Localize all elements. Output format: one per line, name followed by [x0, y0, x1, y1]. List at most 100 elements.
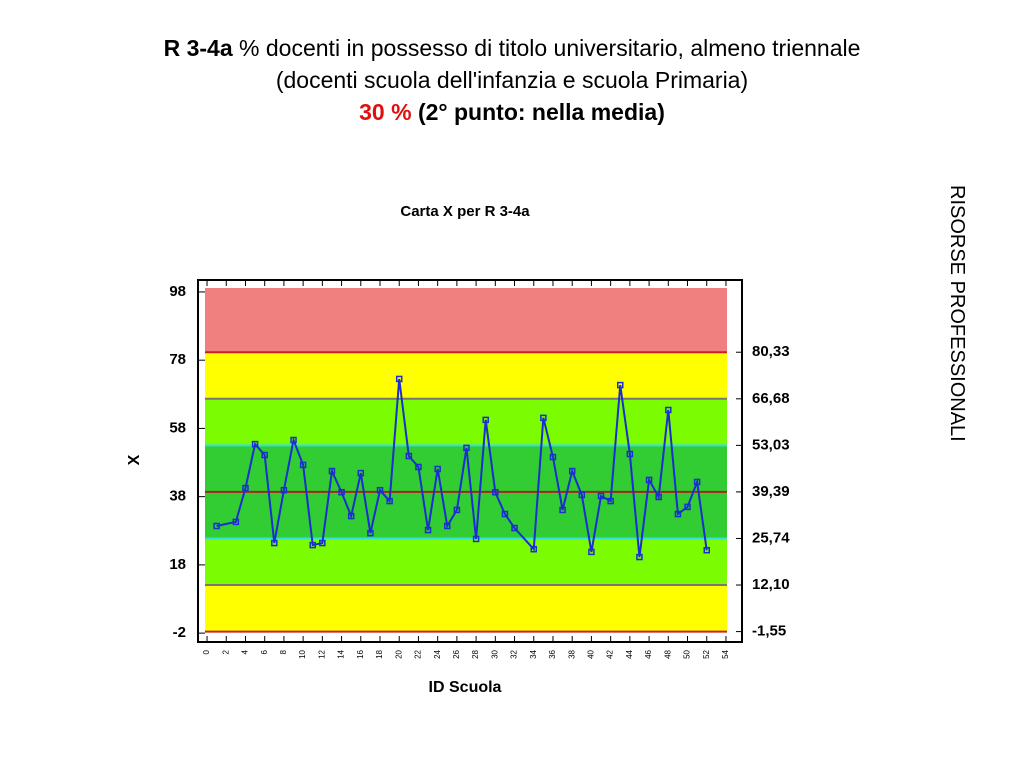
- x-tick-label: 20: [394, 649, 403, 658]
- data-point: [309, 541, 316, 549]
- data-point: [540, 414, 547, 422]
- x-tick-label: 28: [471, 649, 480, 658]
- score-line: 30 % (2° punto: nella media): [0, 96, 1024, 128]
- x-tick-label: 8: [279, 649, 288, 654]
- y-tick-label: 38: [169, 488, 186, 505]
- side-label: RISORSE PROFESSIONALI: [946, 185, 968, 442]
- x-tick-label: 22: [414, 649, 423, 658]
- subtitle: (docenti scuola dell'infanzia e scuola P…: [275, 67, 749, 93]
- x-tick-label: 4: [241, 649, 250, 654]
- zone-band: [205, 352, 727, 399]
- data-point: [636, 553, 643, 561]
- data-point: [328, 467, 336, 475]
- x-tick-label: 48: [663, 649, 672, 658]
- y-tick-label: 98: [169, 283, 186, 300]
- data-point: [415, 463, 422, 471]
- data-point: [693, 478, 701, 486]
- y2-tick-label: 66,68: [752, 390, 790, 407]
- data-point: [386, 497, 393, 505]
- y2-tick-label: 12,10: [752, 576, 790, 593]
- data-point: [501, 510, 509, 518]
- data-point: [482, 416, 489, 424]
- data-point: [251, 440, 259, 448]
- data-point: [578, 491, 586, 499]
- plot-frame: [197, 279, 743, 643]
- x-tick-label: 44: [625, 649, 634, 658]
- data-point: [290, 436, 297, 444]
- x-tick-label: 10: [298, 649, 307, 658]
- zone-band: [205, 398, 727, 446]
- x-tick-label: 30: [490, 649, 499, 658]
- data-point: [530, 545, 538, 553]
- x-tick-label: 2: [221, 649, 230, 654]
- data-point: [645, 476, 653, 484]
- data-point: [568, 467, 576, 475]
- data-point: [280, 486, 288, 494]
- y2-tick-label: 39,39: [752, 483, 790, 500]
- x-tick-label: 24: [433, 649, 442, 658]
- data-point: [213, 522, 220, 530]
- y-tick-label: 78: [169, 351, 186, 368]
- x-tick-label: 12: [317, 649, 326, 658]
- data-point: [242, 484, 249, 492]
- zone-band: [205, 585, 727, 632]
- data-point: [463, 444, 470, 452]
- x-tick-label: 40: [587, 649, 596, 658]
- code: R 3-4a: [163, 35, 233, 61]
- y2-tick-label: 25,74: [752, 529, 790, 546]
- data-point: [703, 546, 710, 554]
- x-tick-label: 52: [702, 649, 711, 658]
- data-point: [434, 465, 441, 473]
- score: 30 %: [359, 99, 412, 125]
- x-tick-label: 14: [337, 649, 346, 658]
- x-tick-label: 38: [567, 649, 576, 658]
- chart-title: Carta X per R 3-4a: [400, 203, 530, 220]
- data-point: [684, 503, 691, 511]
- data-point: [453, 506, 461, 514]
- x-tick-label: 34: [529, 649, 538, 658]
- data-point: [616, 381, 624, 389]
- data-point: [232, 518, 240, 526]
- data-point: [665, 406, 672, 414]
- y-axis-label: X: [126, 454, 143, 465]
- data-point: [492, 488, 499, 496]
- x-axis-label: ID Scuola: [429, 679, 502, 696]
- x-tick-label: 6: [260, 649, 269, 654]
- data-point: [511, 524, 518, 532]
- zone-band: [205, 288, 727, 353]
- data-point: [367, 529, 374, 537]
- data-point: [597, 492, 605, 500]
- x-tick-label: 32: [510, 649, 519, 658]
- title-line: R 3-4a % docenti in possesso di titolo u…: [0, 32, 1024, 64]
- note: (2° punto: nella media): [417, 99, 665, 125]
- data-point: [472, 535, 480, 543]
- series-line: [216, 378, 708, 558]
- data-point: [626, 450, 634, 458]
- data-point: [357, 469, 365, 477]
- x-tick-label: 50: [683, 649, 692, 658]
- y2-tick-label: -1,55: [752, 623, 786, 640]
- data-point: [271, 539, 278, 547]
- y2-tick-label: 80,33: [752, 343, 790, 360]
- zone-band: [205, 491, 727, 539]
- x-tick-label: 16: [356, 649, 365, 658]
- x-tick-label: 46: [644, 649, 653, 658]
- header: R 3-4a % docenti in possesso di titolo u…: [0, 32, 1024, 128]
- data-point: [405, 452, 413, 460]
- title: % docenti in possesso di titolo universi…: [239, 35, 861, 61]
- data-point: [347, 512, 355, 520]
- y2-tick-label: 53,03: [752, 436, 790, 453]
- x-tick-label: 36: [548, 649, 557, 658]
- data-point: [395, 375, 403, 383]
- data-point: [444, 522, 451, 530]
- data-point: [607, 497, 614, 505]
- zone-band: [205, 538, 727, 586]
- y-tick-label: 18: [169, 556, 186, 573]
- data-point: [424, 526, 432, 534]
- x-tick-label: 0: [202, 649, 211, 654]
- x-tick-label: 42: [606, 649, 615, 658]
- data-point: [549, 453, 557, 461]
- x-tick-label: 54: [721, 649, 730, 658]
- x-tick-label: 18: [375, 649, 384, 658]
